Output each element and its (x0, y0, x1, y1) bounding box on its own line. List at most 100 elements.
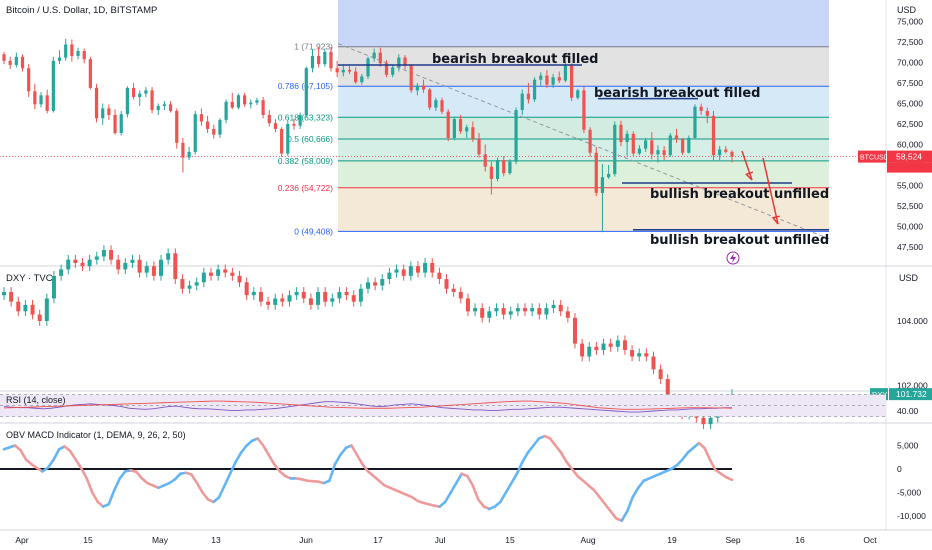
dxy-candle-body (615, 340, 620, 347)
dxy-candle-body (644, 353, 649, 357)
btc-candle-body (520, 93, 524, 111)
btc-candle-body (446, 111, 450, 138)
btc-candle-body (360, 76, 364, 83)
btc-candle-body (255, 100, 259, 103)
dxy-candle-body (216, 269, 221, 276)
btc-y-tick-label: 50,000 (897, 222, 923, 232)
dxy-candle-body (465, 298, 470, 312)
btc-candle-body (600, 177, 605, 193)
btc-candle-body (261, 100, 265, 115)
obv-segment (19, 448, 28, 461)
obv-segment (598, 495, 607, 506)
btc-candle-body (2, 54, 6, 61)
obv-segment (195, 481, 204, 494)
dxy-candle-body (401, 269, 406, 276)
dxy-candle-body (366, 282, 370, 289)
btc-candle-body (613, 124, 617, 175)
dxy-candle-body (701, 417, 706, 425)
btc-candle-body (576, 90, 580, 98)
btc-candle-body (644, 140, 648, 149)
dxy-candle-body (59, 269, 64, 276)
fib-zone (338, 139, 829, 161)
btc-candle-body (212, 128, 216, 135)
dxy-candle-body (630, 350, 635, 357)
obv-segment (620, 509, 629, 523)
obv-segment (603, 502, 612, 513)
obv-segment (521, 451, 530, 464)
btc-candle-body (156, 105, 160, 111)
dxy-candle-body (487, 311, 492, 318)
btc-candle-body (20, 56, 25, 69)
btc-candle-body (187, 151, 191, 158)
time-axis-label: Aug (580, 535, 595, 545)
dxy-candle-body (658, 369, 663, 380)
obv-segment (565, 460, 574, 471)
btc-candle-body (687, 137, 691, 153)
dxy-candle-body (101, 250, 106, 257)
btc-candle-body (119, 114, 123, 134)
dxy-last-price-bg (889, 388, 932, 401)
btc-candle-body (88, 59, 92, 88)
dxy-candle-body (551, 304, 556, 309)
obv-y-tick-label: 0 (897, 464, 902, 474)
btc-candle-body (39, 95, 43, 105)
btc-candle-body (267, 114, 271, 124)
annotation-arrow (741, 150, 753, 181)
btc-candle-body (502, 160, 506, 174)
btc-candle-body (131, 87, 136, 97)
dxy-candle-body (565, 311, 570, 318)
btc-candle-body (699, 106, 703, 111)
dxy-candle-body (44, 298, 49, 321)
dxy-candle-body (344, 291, 349, 296)
time-axis-label: Jul (435, 535, 446, 545)
btc-candle-body (440, 100, 444, 112)
dxy-candle-body (51, 275, 56, 299)
time-axis-label: 19 (667, 535, 677, 545)
dxy-candle-body (301, 291, 306, 299)
dxy-candle-body (423, 262, 428, 273)
dxy-candle-body (444, 279, 449, 289)
dxy-candle-body (130, 259, 135, 263)
dxy-candle-body (201, 272, 206, 283)
dxy-candle-body (458, 291, 463, 299)
time-axis-label: 17 (373, 535, 383, 545)
obv-segment (675, 458, 684, 467)
dxy-candle-body (323, 291, 328, 302)
btc-candle-body (125, 87, 129, 115)
btc-candle-body (175, 110, 179, 143)
obv-segment (217, 484, 226, 499)
dxy-candle-body (80, 262, 85, 267)
dxy-candle-body (230, 272, 235, 276)
btc-candle-body (144, 90, 148, 94)
btc-candle-body (607, 174, 611, 178)
symbol-tag-label: BTCUSD (860, 155, 889, 162)
btc-candle-body (323, 51, 327, 65)
dxy-candle-body (144, 266, 149, 273)
btc-candle-body (391, 67, 395, 75)
last-price-tag-bg (887, 150, 932, 163)
btc-candle-body (298, 114, 302, 126)
rsi-signal-line (3, 400, 733, 410)
btc-candle-body (693, 106, 697, 138)
obv-segment (526, 444, 535, 454)
dxy-candle-body (237, 275, 242, 283)
btc-y-tick-label: 55,000 (897, 181, 923, 191)
obv-segment (355, 453, 364, 466)
btc-candle-body (218, 119, 222, 135)
obv-segment (339, 446, 348, 457)
dxy-candle-body (622, 340, 627, 351)
dxy-candle-body (94, 256, 99, 260)
dxy-candle-body (266, 301, 271, 305)
dxy-candle-body (380, 279, 385, 286)
btc-candle-body (273, 123, 278, 129)
dxy-candle-body (73, 259, 78, 263)
btc-candle-body (310, 55, 315, 69)
dxy-candle-body (430, 262, 435, 273)
btc-candle-body (199, 114, 204, 122)
obv-segment (636, 479, 646, 490)
btc-candle-body (27, 68, 31, 92)
dxy-candle-body (223, 269, 228, 273)
dxy-candle-body (280, 298, 285, 302)
btc-candle-body (471, 127, 475, 139)
